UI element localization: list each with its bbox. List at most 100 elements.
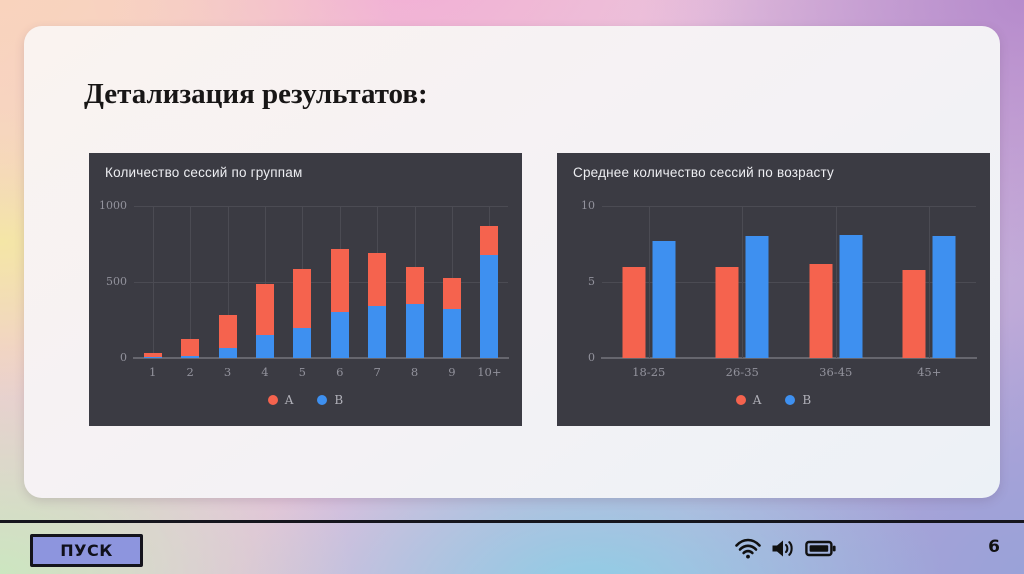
bar-a [809, 263, 833, 358]
bar-segment-b [143, 357, 162, 358]
category-column [321, 206, 358, 358]
legend-label: B [802, 393, 812, 407]
bar-b [745, 236, 769, 358]
legend-dot [267, 395, 278, 405]
x-axis-category-label: 26-35 [725, 365, 759, 379]
bar-stack [218, 206, 237, 358]
bar-group [622, 240, 676, 358]
x-axis-category-label: 2 [186, 365, 194, 379]
start-button[interactable]: ПУСК [30, 534, 143, 567]
bar-segment-b [293, 327, 312, 358]
bar-segment-b [442, 308, 461, 358]
bar-segment-b [181, 355, 200, 358]
category-column [471, 206, 508, 358]
bar-segment-b [368, 306, 387, 358]
category-column [789, 206, 883, 358]
category-column [602, 206, 696, 358]
bar-stack [255, 206, 274, 358]
bar-a [622, 266, 646, 358]
y-axis-tick-label: 0 [120, 351, 127, 364]
category-column [209, 206, 246, 358]
x-axis-category-label: 10+ [477, 365, 502, 379]
bar-segment-a [442, 278, 461, 309]
category-column [396, 206, 433, 358]
category-column [246, 206, 283, 358]
bar-a [902, 269, 926, 358]
chart-title: Среднее количество сессий по возрасту [573, 165, 834, 180]
bar-stack [293, 206, 312, 358]
gridline [152, 206, 154, 358]
gridline [134, 206, 508, 207]
bar-segment-a [293, 269, 312, 328]
gridline [227, 206, 229, 358]
bar-b [839, 234, 863, 358]
bar-stack [442, 206, 461, 358]
gridline [742, 206, 744, 358]
gridline [648, 206, 650, 358]
gridline [264, 206, 266, 358]
category-column [284, 206, 321, 358]
x-axis-labels: 1 2 3 4 5 6 7 8 9 10+ [134, 365, 508, 379]
chart-avg-sessions-by-age: Среднее количество сессий по возрасту 0 5 1… [557, 153, 990, 426]
y-axis-tick-label: 1000 [99, 199, 127, 212]
battery-icon [805, 540, 836, 556]
bar-segment-a [143, 352, 162, 358]
bar-segment-a [255, 283, 274, 336]
category-column [358, 206, 395, 358]
slide: Детализация результатов: Количество сесс… [24, 26, 1000, 498]
chart-sessions-by-group: Количество сессий по группам 0 500 1000 1 2 3 4… [89, 153, 522, 426]
bar-segment-a [330, 248, 349, 313]
x-axis-category-label: 9 [448, 365, 456, 379]
bar-stack [181, 206, 200, 358]
bar-stack [368, 206, 387, 358]
bar-segment-b [405, 304, 424, 358]
plot-area [602, 206, 976, 358]
legend-item: A [735, 393, 761, 407]
bar-b [652, 240, 676, 358]
category-column [134, 206, 171, 358]
bar-stack [480, 206, 499, 358]
gridline [835, 206, 837, 358]
x-axis-labels: 18-25 26-35 36-45 45+ [602, 365, 976, 379]
legend-item: B [317, 393, 343, 407]
bar-segment-b [330, 312, 349, 358]
bar-group [809, 234, 863, 358]
legend-label: B [334, 393, 344, 407]
slide-title: Детализация результатов: [84, 78, 428, 110]
page-number: 6 [988, 537, 1000, 557]
legend-dot [317, 395, 328, 405]
bar-segment-a [218, 314, 237, 349]
bar-segment-b [218, 348, 237, 358]
x-axis-category-label: 7 [373, 365, 381, 379]
legend-label: A [284, 393, 294, 407]
category-column [433, 206, 470, 358]
x-axis-category-label: 5 [298, 365, 306, 379]
gridline [929, 206, 931, 358]
bar-segment-a [405, 266, 424, 305]
volume-icon [772, 540, 793, 556]
bar-segment-a [368, 253, 387, 307]
system-tray [735, 536, 836, 560]
bar-stack [330, 206, 349, 358]
legend-dot [785, 395, 796, 405]
gridline [134, 282, 508, 283]
x-axis-category-label: 45+ [917, 365, 942, 379]
bar-segment-b [255, 335, 274, 358]
bar-a [715, 266, 739, 358]
bar-group [715, 236, 769, 358]
bar-segment-a [480, 225, 499, 256]
bar-stack [405, 206, 424, 358]
bar-b [932, 236, 956, 358]
x-axis-category-label: 18-25 [632, 365, 666, 379]
taskbar-divider [0, 520, 1024, 523]
x-axis-category-label: 36-45 [819, 365, 853, 379]
legend-item: B [785, 393, 811, 407]
x-axis-category-label: 3 [223, 365, 232, 379]
category-column [171, 206, 208, 358]
category-column [883, 206, 977, 358]
bar-stack [143, 206, 162, 358]
x-axis-category-label: 4 [261, 365, 269, 379]
